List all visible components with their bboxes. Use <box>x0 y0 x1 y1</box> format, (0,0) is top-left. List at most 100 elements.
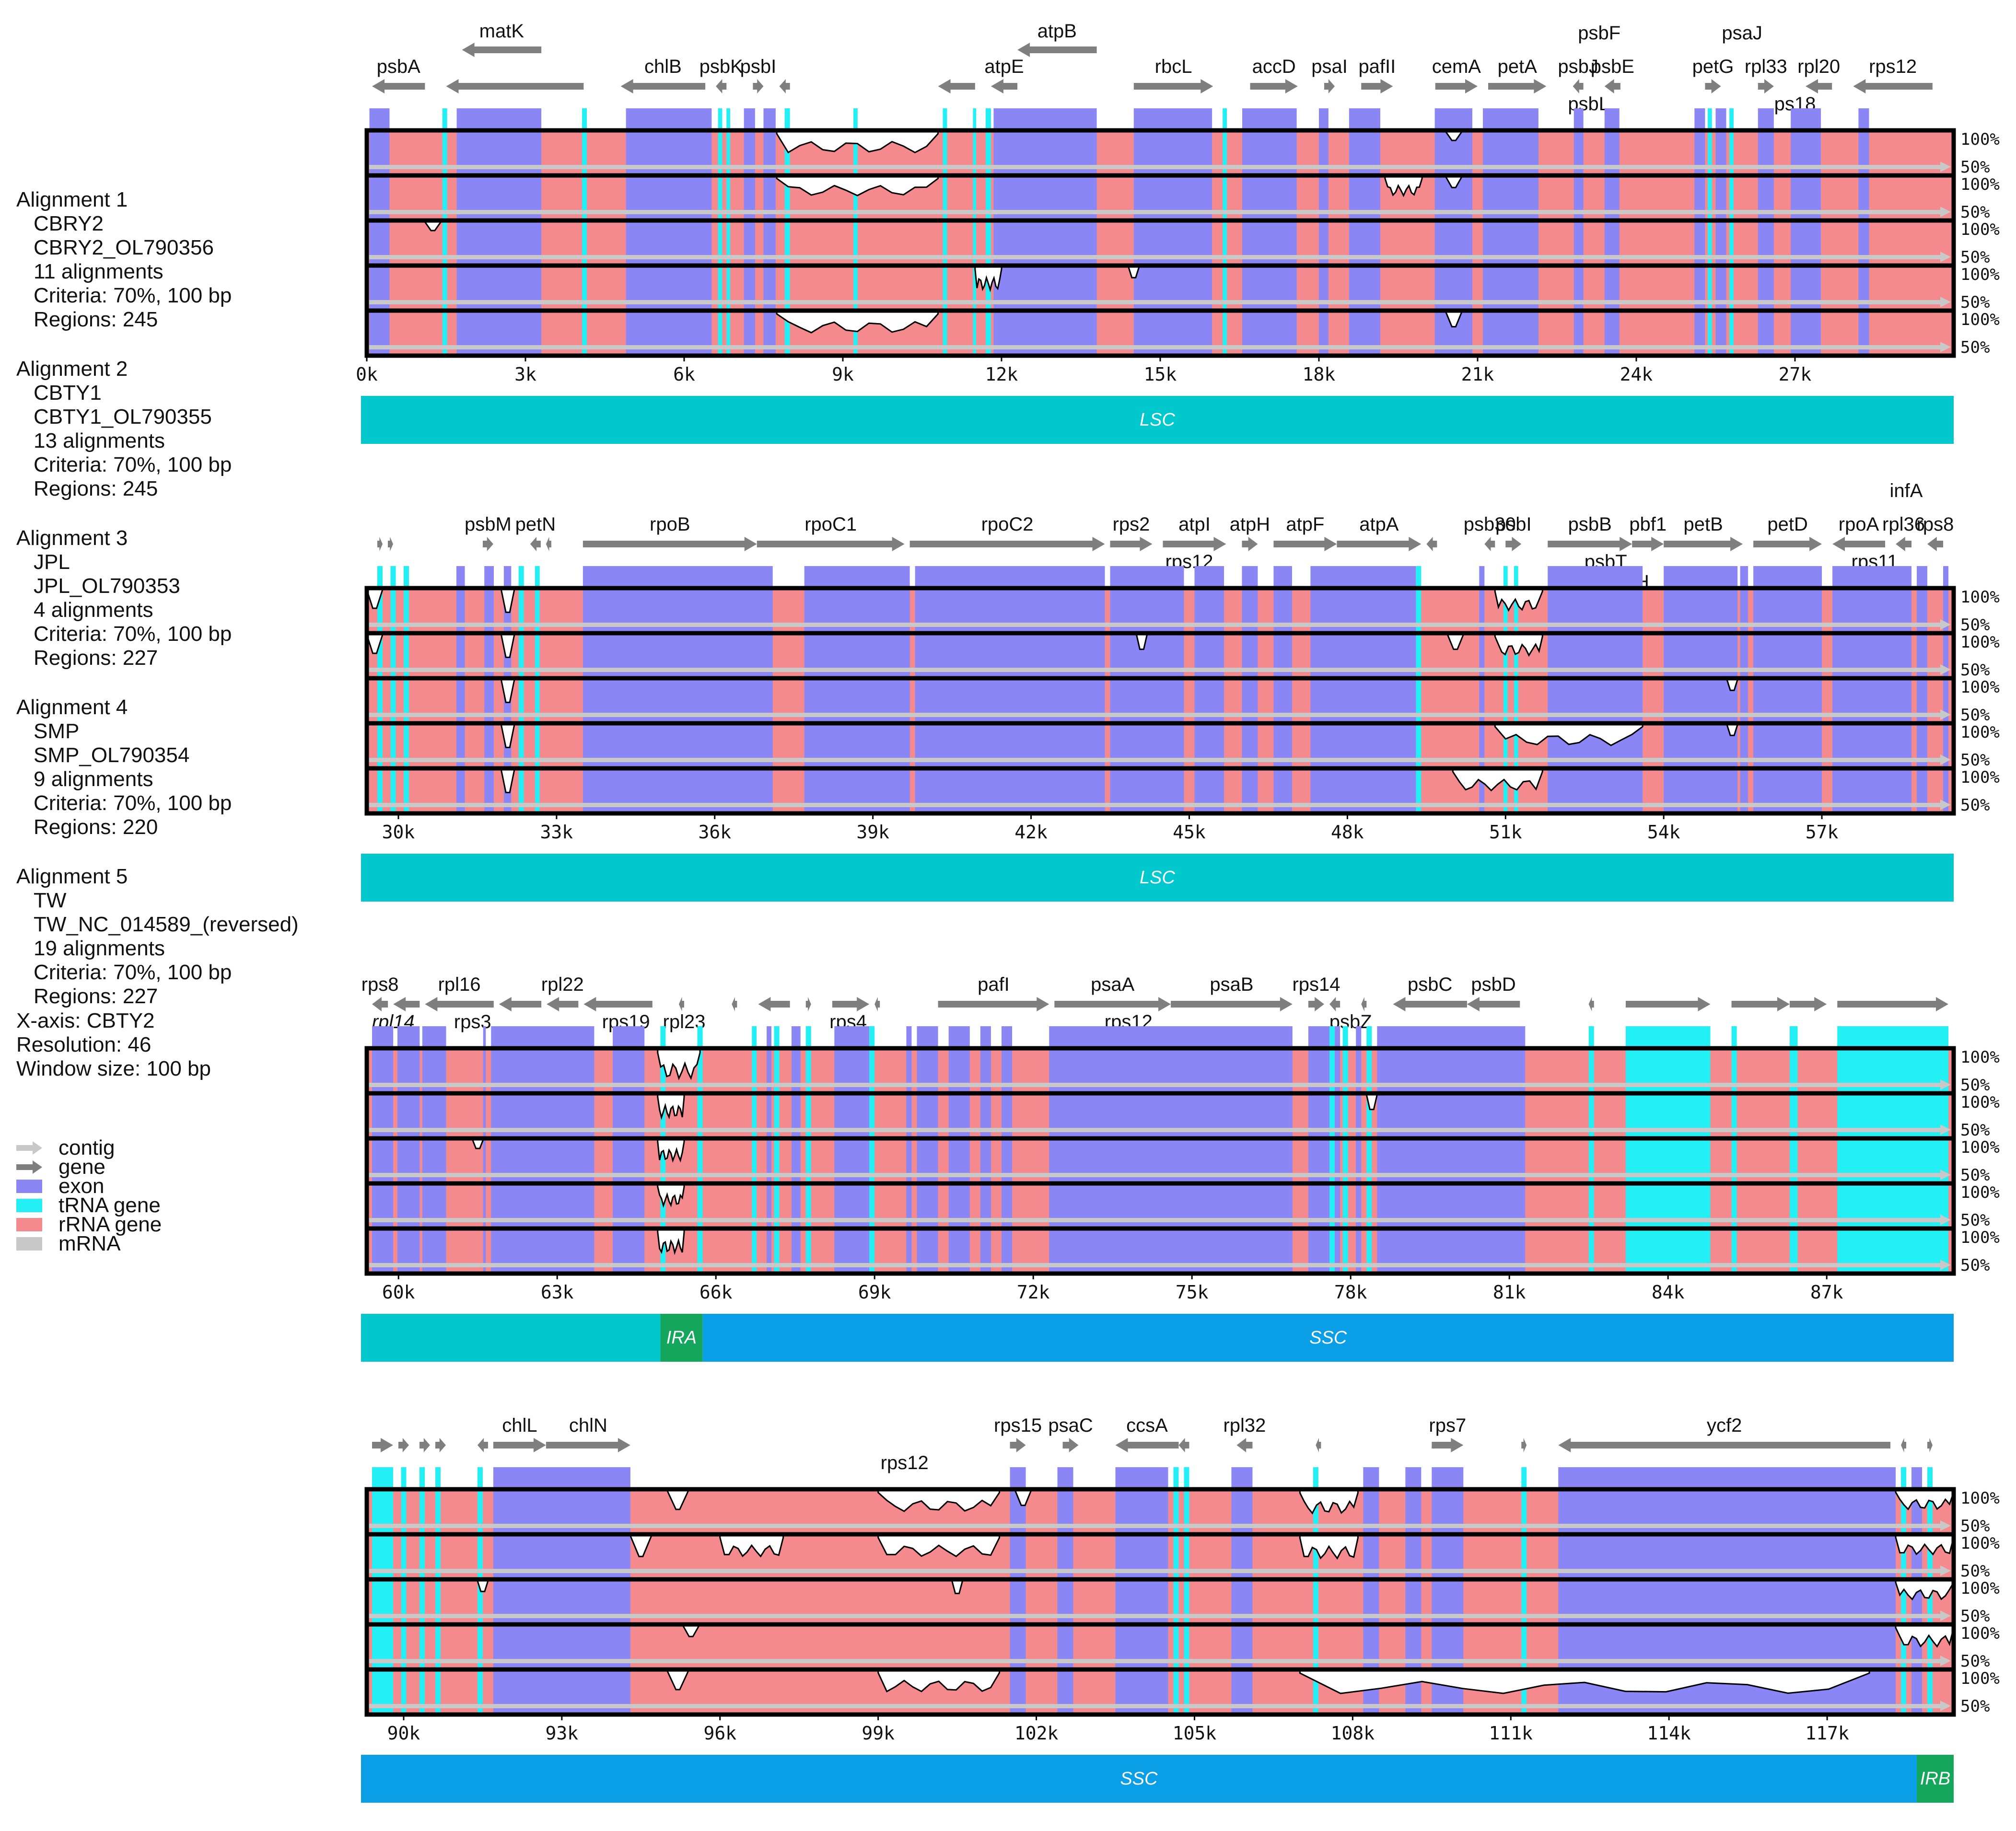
gene-label: petD <box>1767 514 1808 535</box>
exon-region <box>1715 311 1726 356</box>
exon-feature-mark <box>1349 108 1380 129</box>
tRNA-region <box>726 220 730 266</box>
region-bar-ira <box>660 1314 703 1362</box>
region-bar-label: IRB <box>1920 1769 1950 1789</box>
exon-region <box>1694 311 1705 356</box>
alignment-5-info: Alignment 5 TW TW_NC_014589_(reversed) 1… <box>16 865 299 1008</box>
exon-region <box>483 1138 486 1183</box>
percent-50-label: 50% <box>1960 1211 1990 1230</box>
gene-arrow <box>1753 537 1822 551</box>
exon-region <box>456 723 465 768</box>
tRNA-region <box>1789 1138 1798 1183</box>
contig-arrow-head <box>1940 342 1951 352</box>
tRNA-feature-mark <box>660 1026 666 1047</box>
tRNA-region <box>1173 1669 1179 1715</box>
exon-feature-mark <box>397 1026 420 1047</box>
exon-region <box>1319 220 1328 266</box>
tRNA-region <box>774 1048 780 1093</box>
gene-arrow <box>1896 537 1912 551</box>
tRNA-region <box>1184 1534 1189 1579</box>
tRNA-region <box>442 266 447 311</box>
tRNA-region <box>1503 723 1508 768</box>
gene-arrow <box>1178 1438 1189 1452</box>
gene-arrow <box>1789 997 1827 1011</box>
tRNA-region <box>1707 130 1712 175</box>
tRNA-region <box>752 1183 757 1228</box>
contig-bar <box>369 1173 1941 1177</box>
exon-region <box>483 1093 486 1138</box>
gene-label: psbD <box>1471 974 1515 995</box>
contig-arrow-head <box>1940 754 1951 765</box>
conservation-dip <box>776 131 939 154</box>
exon-feature-mark <box>1194 566 1224 587</box>
tRNA-region <box>582 130 587 175</box>
conservation-dip <box>1299 1535 1359 1560</box>
conservation-dip <box>657 1184 685 1208</box>
tRNA-region <box>442 175 447 220</box>
alignment-title: Alignment 4 <box>16 695 128 719</box>
tRNA-region <box>1416 723 1422 768</box>
alignment-row-4: 100% 50% <box>364 263 2000 313</box>
exon-region <box>744 130 755 175</box>
alignment-row-1: 100% 50% <box>364 586 2000 636</box>
alignment-criteria: Criteria: 70%, 100 bp <box>34 791 232 815</box>
gene-arrow <box>482 537 493 551</box>
gene-arrow <box>1329 997 1340 1011</box>
percent-50-label: 50% <box>1960 158 1990 177</box>
tRNA-region <box>1503 588 1508 633</box>
alignment-row-1: 100% 50% <box>364 128 2000 178</box>
tRNA-region <box>1901 1489 1907 1534</box>
tRNA-region <box>1503 633 1508 678</box>
tRNA-region <box>1901 1669 1907 1715</box>
gene-arrow <box>398 1438 409 1452</box>
exon-region <box>1356 1048 1362 1093</box>
contig-arrow-head <box>1940 800 1951 810</box>
exon-region <box>1917 678 1928 723</box>
conservation-dip <box>1895 1580 1955 1601</box>
tRNA-region <box>403 768 409 813</box>
tRNA-region <box>477 1669 483 1715</box>
alignment-regions: Regions: 245 <box>34 308 158 331</box>
exon-feature-mark <box>1694 108 1705 129</box>
axis-tick-label: 93k <box>546 1723 579 1744</box>
exon-region <box>456 678 465 723</box>
percent-100-label: 100% <box>1960 1579 2000 1598</box>
axis-tick-label: 60k <box>382 1282 415 1303</box>
alignment-row-2: 100% 50% <box>364 173 2000 223</box>
panel-2: psbM petN rpoB rpoC1 rpoC2 rps2 atpI atpH atpF at… <box>361 480 2000 902</box>
gene-arrow <box>1435 79 1478 93</box>
gene-arrow <box>1927 537 1944 551</box>
alignment-criteria: Criteria: 70%, 100 bp <box>34 284 232 307</box>
axis-tick-label: 96k <box>703 1723 736 1744</box>
percent-50-label: 50% <box>1960 203 1990 222</box>
tRNA-region <box>1514 633 1518 678</box>
exon-region <box>1715 130 1726 175</box>
gene-label: rpl36 <box>1882 514 1925 535</box>
tRNA-region <box>752 1048 757 1093</box>
tRNA-region <box>419 1489 425 1534</box>
tRNA-region <box>1223 266 1227 311</box>
conservation-dip <box>657 1094 685 1120</box>
percent-100-label: 100% <box>1960 1669 2000 1688</box>
gene-label: ycf2 <box>1707 1415 1742 1436</box>
exon-region <box>1319 266 1328 311</box>
tRNA-region <box>1416 768 1422 813</box>
gene-arrow <box>372 997 388 1011</box>
gene-arrow <box>1484 537 1495 551</box>
tRNA-region <box>697 1183 703 1228</box>
alignment-row-3: 100% 50% <box>364 1136 2000 1186</box>
alignment-accession: CBRY2_OL790356 <box>34 236 214 259</box>
alignment-criteria: Criteria: 70%, 100 bp <box>34 453 232 476</box>
tRNA-region <box>518 768 524 813</box>
tRNA-region <box>377 678 383 723</box>
exon-feature-mark <box>767 1026 772 1047</box>
tRNA-region <box>390 678 396 723</box>
tRNA-feature-mark <box>401 1467 407 1488</box>
panel-3: rps8 rpl16 rpl22 pafI psaA psaB rps14 psbC psbDr… <box>361 974 2000 1362</box>
tRNA-region <box>660 1138 666 1183</box>
exon-feature-mark <box>1231 1467 1253 1488</box>
contig-bar <box>369 713 1941 717</box>
exon-feature-mark <box>1740 566 1748 587</box>
gene-arrow <box>757 537 905 551</box>
tRNA-region <box>784 311 790 356</box>
